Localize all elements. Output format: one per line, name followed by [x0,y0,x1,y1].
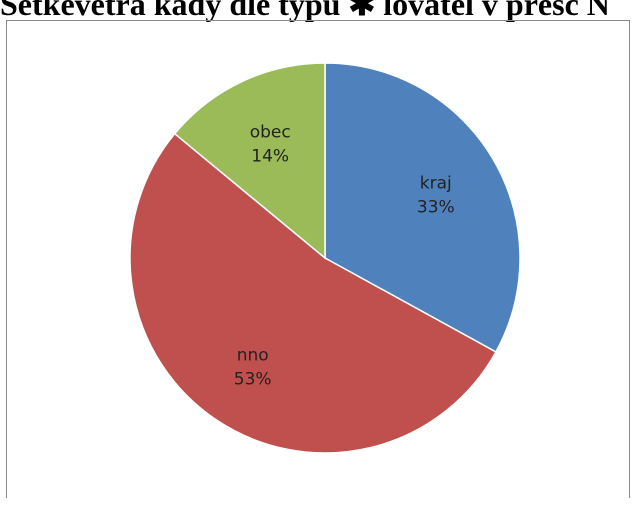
slice-value-obec: 14% [251,147,289,167]
slice-value-kraj: 33% [417,198,455,218]
pie-slices [129,62,521,454]
slice-label-nno: nno [237,345,269,365]
pie-labels: kraj 33% nno 53% obec 14% [234,123,455,390]
pie-slice-obec [173,62,326,260]
slice-value-nno: 53% [234,369,272,389]
chart-frame [6,20,630,498]
slice-label-kraj: kraj [420,174,452,194]
pie-slice-kraj [324,62,521,353]
page-title: Setkevetra kady dle typu ✱ lovatel v pře… [0,0,610,22]
pie-slice-nno [129,132,497,454]
slice-label-obec: obec [250,123,291,143]
